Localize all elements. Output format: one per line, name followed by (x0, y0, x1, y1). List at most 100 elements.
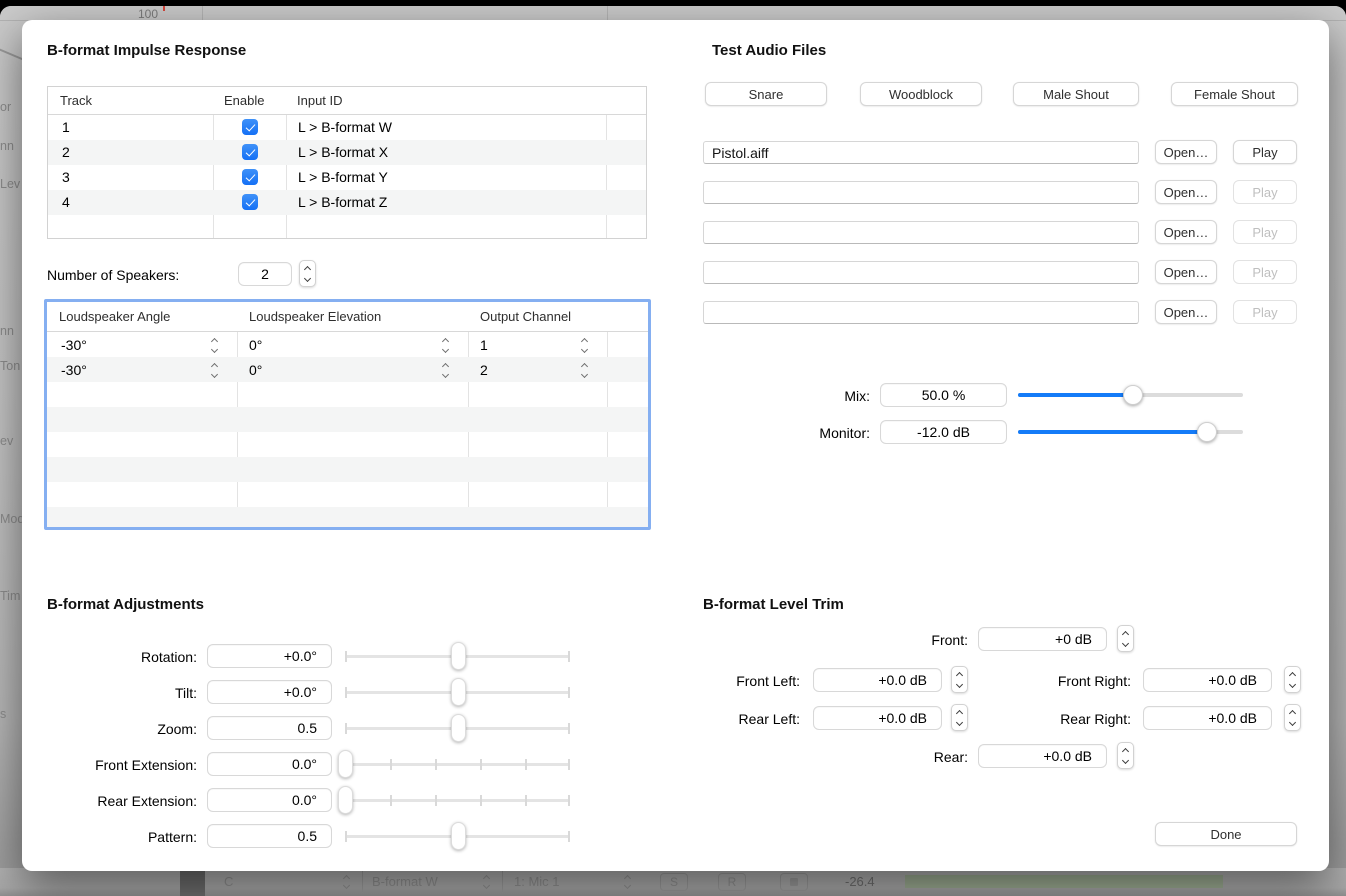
slider-thumb[interactable] (1122, 385, 1143, 405)
woodblock-button[interactable]: Woodblock (860, 82, 982, 106)
slider-thumb[interactable] (450, 714, 466, 742)
audio-file-field-2[interactable] (703, 181, 1139, 204)
snare-button[interactable]: Snare (705, 82, 827, 106)
enable-checkbox[interactable] (242, 169, 258, 185)
input-format-stepper[interactable] (482, 874, 491, 890)
slider-thumb[interactable] (338, 750, 353, 778)
open-button-1[interactable]: Open… (1155, 140, 1217, 164)
record-button[interactable]: R (718, 873, 746, 891)
slider-thumb[interactable] (1197, 422, 1217, 442)
open-button-5[interactable]: Open… (1155, 300, 1217, 324)
zoom-slider[interactable] (345, 714, 570, 742)
pan-stepper[interactable] (342, 874, 351, 890)
slider-thumb[interactable] (450, 678, 466, 706)
audio-file-field-3[interactable] (703, 221, 1139, 244)
enable-checkbox[interactable] (242, 119, 258, 135)
audio-file-field-1[interactable]: Pistol.aiff (703, 141, 1139, 164)
input-id-cell[interactable]: L > B-format Z (298, 194, 388, 210)
front-extension-value-field[interactable]: 0.0° (207, 752, 332, 776)
mix-value-field[interactable]: 50.0 % (880, 383, 1007, 407)
track-cell[interactable]: 3 (62, 169, 70, 185)
solo-button[interactable]: S (660, 873, 688, 891)
angle-cell[interactable]: -30° (61, 362, 87, 378)
elevation-cell[interactable]: 0° (249, 337, 263, 353)
output-channel-cell[interactable]: 1 (480, 337, 488, 353)
rear-right-trim-stepper[interactable] (1284, 704, 1301, 731)
front-trim-stepper[interactable] (1117, 625, 1134, 652)
rear-trim-field[interactable]: +0.0 dB (978, 744, 1107, 768)
rear-extension-value-field[interactable]: 0.0° (207, 788, 332, 812)
male-shout-button[interactable]: Male Shout (1013, 82, 1139, 106)
play-button-4[interactable]: Play (1233, 260, 1297, 284)
elevation-stepper[interactable] (441, 337, 450, 354)
zoom-value-field[interactable]: 0.5 (207, 716, 332, 740)
output-channel-stepper[interactable] (580, 337, 589, 354)
audio-file-field-4[interactable] (703, 261, 1139, 284)
open-button-3[interactable]: Open… (1155, 220, 1217, 244)
impulse-response-table[interactable]: Track Enable Input ID 1 L > B-format W 2… (47, 86, 647, 239)
input-id-cell[interactable]: L > B-format Y (298, 169, 388, 185)
number-of-speakers-field[interactable]: 2 (238, 262, 292, 286)
slider-track[interactable] (345, 799, 570, 802)
front-left-trim-field[interactable]: +0.0 dB (813, 668, 942, 692)
slider-thumb[interactable] (450, 822, 466, 850)
pattern-slider[interactable] (345, 822, 570, 850)
angle-stepper[interactable] (210, 337, 219, 354)
play-button-2[interactable]: Play (1233, 180, 1297, 204)
bformat-utility-dialog: B-format Impulse Response Track Enable I… (22, 20, 1329, 871)
output-channel-cell[interactable]: 2 (480, 362, 488, 378)
front-extension-label: Front Extension: (95, 757, 197, 773)
monitor-slider[interactable] (1018, 420, 1243, 444)
rotation-slider[interactable] (345, 642, 570, 670)
tilt-value-field[interactable]: +0.0° (207, 680, 332, 704)
input-channel-stepper[interactable] (623, 874, 632, 890)
rear-extension-slider[interactable] (338, 786, 570, 814)
input-id-cell[interactable]: L > B-format W (298, 119, 393, 135)
angle-stepper[interactable] (210, 362, 219, 379)
monitor-value-field[interactable]: -12.0 dB (880, 420, 1007, 444)
rear-right-trim-field[interactable]: +0.0 dB (1143, 706, 1272, 730)
tilt-slider[interactable] (345, 678, 570, 706)
female-shout-button[interactable]: Female Shout (1171, 82, 1298, 106)
slider-thumb[interactable] (450, 642, 466, 670)
col-header-angle: Loudspeaker Angle (59, 309, 171, 324)
play-button-5[interactable]: Play (1233, 300, 1297, 324)
rear-left-trim-stepper[interactable] (951, 704, 968, 731)
front-right-trim-field[interactable]: +0.0 dB (1143, 668, 1272, 692)
done-button[interactable]: Done (1155, 822, 1297, 846)
front-extension-slider[interactable] (338, 750, 570, 778)
front-right-trim-stepper[interactable] (1284, 666, 1301, 693)
input-channel-field[interactable]: 1: Mic 1 (514, 874, 560, 889)
open-button-2[interactable]: Open… (1155, 180, 1217, 204)
pan-field[interactable]: C (224, 874, 234, 889)
angle-cell[interactable]: -30° (61, 337, 87, 353)
audio-file-field-5[interactable] (703, 301, 1139, 324)
enable-checkbox[interactable] (242, 144, 258, 160)
input-id-cell[interactable]: L > B-format X (298, 144, 389, 160)
slider-thumb[interactable] (338, 786, 353, 814)
track-cell[interactable]: 4 (62, 194, 70, 210)
rear-extension-label: Rear Extension: (97, 793, 197, 809)
rear-left-trim-field[interactable]: +0.0 dB (813, 706, 942, 730)
enable-checkbox[interactable] (242, 194, 258, 210)
number-of-speakers-stepper[interactable] (299, 260, 316, 287)
front-left-trim-stepper[interactable] (951, 666, 968, 693)
speaker-table[interactable]: Loudspeaker Angle Loudspeaker Elevation … (47, 302, 648, 527)
elevation-stepper[interactable] (441, 362, 450, 379)
play-button-1[interactable]: Play (1233, 140, 1297, 164)
rear-trim-stepper[interactable] (1117, 742, 1134, 769)
slider-fill (1018, 393, 1133, 397)
track-cell[interactable]: 1 (62, 119, 70, 135)
input-format-field[interactable]: B-format W (372, 874, 438, 889)
stop-button[interactable] (780, 873, 808, 891)
mix-slider[interactable] (1018, 383, 1243, 407)
track-cell[interactable]: 2 (62, 144, 70, 160)
play-button-3[interactable]: Play (1233, 220, 1297, 244)
rotation-value-field[interactable]: +0.0° (207, 644, 332, 668)
pattern-value-field[interactable]: 0.5 (207, 824, 332, 848)
front-trim-field[interactable]: +0 dB (978, 627, 1107, 651)
open-button-4[interactable]: Open… (1155, 260, 1217, 284)
elevation-cell[interactable]: 0° (249, 362, 263, 378)
output-channel-stepper[interactable] (580, 362, 589, 379)
slider-track[interactable] (345, 763, 570, 766)
